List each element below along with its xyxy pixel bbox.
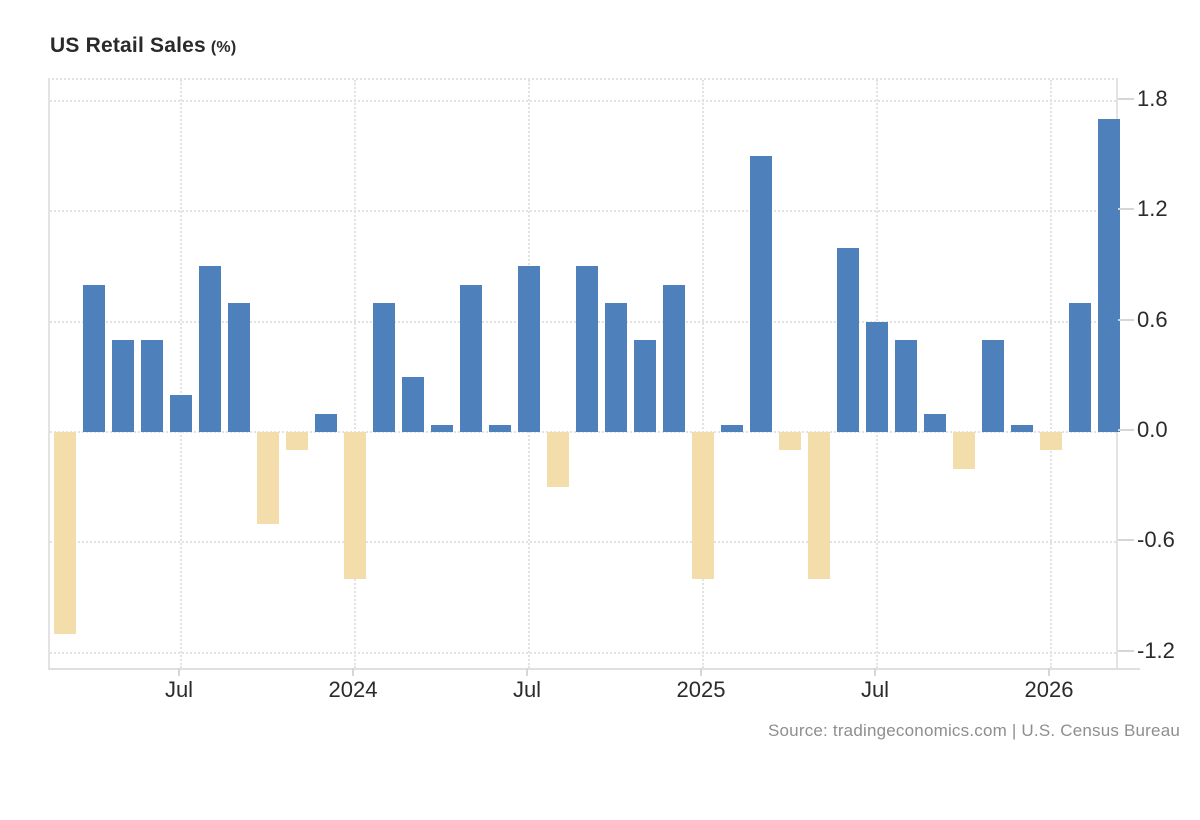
- bar-dec-2025[interactable]: [1011, 424, 1033, 432]
- bar-nov-2023[interactable]: [286, 432, 308, 451]
- bar-may-2023[interactable]: [112, 340, 134, 432]
- gridline-y-1.2: [50, 210, 1116, 213]
- y-tick--0.6: [1118, 539, 1134, 542]
- chart-title-text: US Retail Sales: [50, 34, 206, 57]
- x-tick-2025-22: [700, 668, 702, 676]
- bar-oct-2024[interactable]: [605, 303, 627, 432]
- bar-jul-2024[interactable]: [518, 266, 540, 432]
- x-tick-label-Jul-28: Jul: [860, 677, 890, 702]
- bar-nov-2025[interactable]: [982, 340, 1004, 432]
- bar-aug-2025[interactable]: [895, 340, 917, 432]
- bar-dec-2024[interactable]: [663, 284, 685, 432]
- x-tick-label-Jul-4: Jul: [164, 677, 194, 702]
- y-tick-1.8: [1118, 97, 1134, 100]
- bar-jun-2023[interactable]: [141, 340, 163, 432]
- x-tick-label-2024-10: 2024: [328, 677, 378, 702]
- bar-jun-2025[interactable]: [837, 248, 859, 432]
- bar-jul-2025[interactable]: [866, 321, 888, 432]
- bar-mar-2026[interactable]: [1098, 119, 1120, 432]
- y-tick-0.6: [1118, 318, 1134, 321]
- y-tick-label-1.8: 1.8: [1137, 85, 1168, 111]
- bar-jun-2024[interactable]: [489, 424, 511, 432]
- x-axis-line: [48, 668, 1140, 670]
- bar-jan-2025[interactable]: [692, 432, 714, 580]
- x-tick-Jul-4: [178, 668, 180, 676]
- bar-oct-2023[interactable]: [257, 432, 279, 524]
- bar-apr-2025[interactable]: [779, 432, 801, 451]
- gridline-x-2026-34: [1050, 80, 1052, 668]
- chart-title: US Retail Sales (%): [50, 34, 236, 58]
- bar-sep-2023[interactable]: [228, 303, 250, 432]
- y-tick-label--0.6: -0.6: [1137, 527, 1175, 553]
- bar-oct-2025[interactable]: [953, 432, 975, 469]
- bar-sep-2024[interactable]: [576, 266, 598, 432]
- x-tick-Jul-28: [874, 668, 876, 676]
- bar-feb-2025[interactable]: [721, 424, 743, 432]
- bar-feb-2026[interactable]: [1069, 303, 1091, 432]
- gridline-x-2024-10: [354, 80, 356, 668]
- source-attribution: Source: tradingeconomics.com | U.S. Cens…: [767, 721, 1180, 740]
- x-tick-Jul-16: [526, 668, 528, 676]
- bar-feb-2024[interactable]: [373, 303, 395, 432]
- bar-sep-2025[interactable]: [924, 413, 946, 432]
- bar-jan-2026[interactable]: [1040, 432, 1062, 451]
- gridline-y--0.6: [50, 541, 1116, 544]
- y-tick-label-0.0: 0.0: [1137, 417, 1168, 442]
- bar-mar-2024[interactable]: [402, 376, 424, 432]
- gridline-y--1.2: [50, 651, 1116, 654]
- x-tick-label-Jul-16: Jul: [512, 677, 542, 702]
- x-tick-2026-34: [1048, 668, 1050, 676]
- x-tick-label-2025-22: 2025: [676, 677, 726, 702]
- x-tick-label-2026-34: 2026: [1024, 677, 1074, 702]
- bar-jan-2024[interactable]: [344, 432, 366, 580]
- y-tick-label--1.2: -1.2: [1137, 637, 1175, 663]
- bar-aug-2023[interactable]: [199, 266, 221, 432]
- bar-apr-2024[interactable]: [431, 424, 453, 432]
- bar-mar-2025[interactable]: [750, 156, 772, 432]
- plot-area: [48, 78, 1120, 668]
- y-tick-label-1.2: 1.2: [1137, 196, 1168, 222]
- bar-jul-2023[interactable]: [170, 395, 192, 432]
- bar-mar-2023[interactable]: [54, 432, 76, 635]
- x-tick-2024-10: [352, 668, 354, 676]
- gridline-y-1.8: [50, 99, 1116, 102]
- bar-dec-2023[interactable]: [315, 413, 337, 432]
- y-tick--1.2: [1118, 649, 1134, 652]
- bar-may-2025[interactable]: [808, 432, 830, 580]
- y-tick-1.2: [1118, 208, 1134, 211]
- gridline-y-0.0: [50, 431, 1116, 433]
- y-tick-label-0.6: 0.6: [1137, 306, 1168, 332]
- bar-apr-2023[interactable]: [83, 284, 105, 432]
- bar-aug-2024[interactable]: [547, 432, 569, 488]
- gridline-x-2025-22: [702, 80, 704, 668]
- chart-title-unit: (%): [210, 39, 237, 56]
- bar-may-2024[interactable]: [460, 284, 482, 432]
- y-tick-0.0: [1118, 429, 1134, 431]
- gridline-x-Jul-4: [180, 80, 182, 668]
- bar-nov-2024[interactable]: [634, 340, 656, 432]
